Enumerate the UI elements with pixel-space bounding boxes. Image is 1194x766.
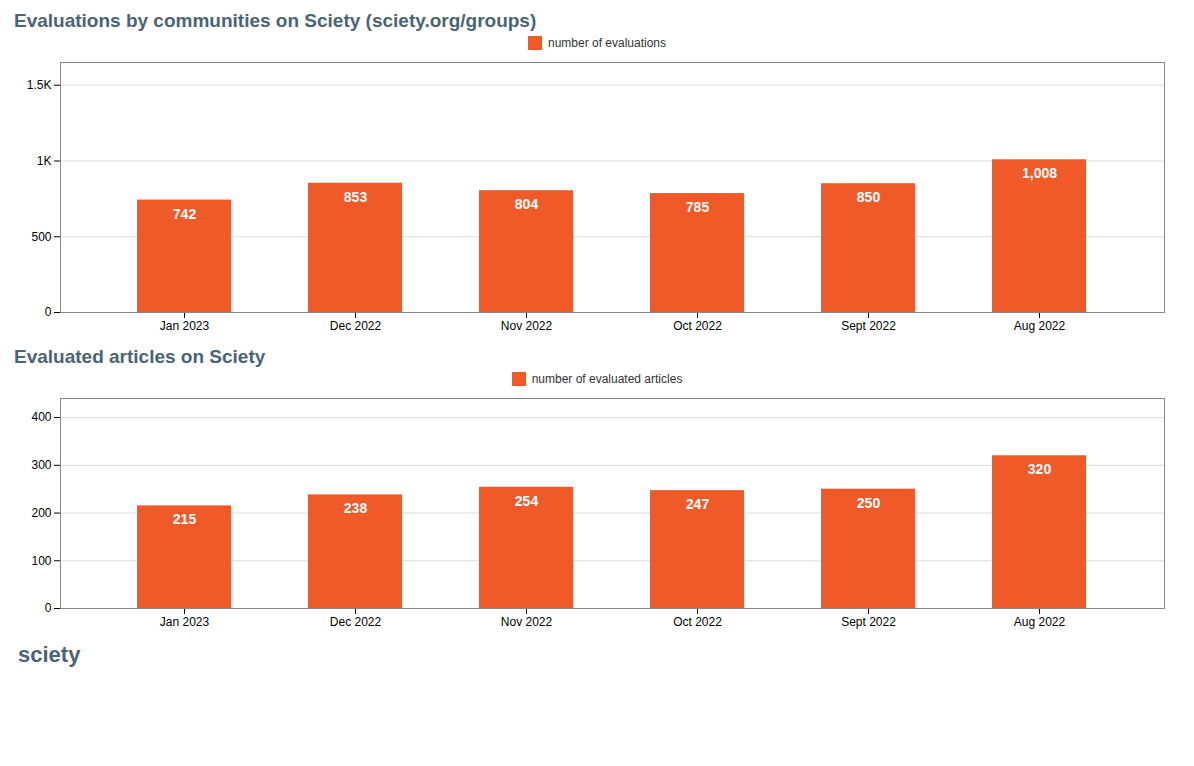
svg-text:247: 247 [686, 496, 710, 512]
svg-text:Dec 2022: Dec 2022 [330, 319, 382, 333]
svg-text:785: 785 [686, 199, 710, 215]
svg-text:238: 238 [344, 500, 368, 516]
svg-text:Dec 2022: Dec 2022 [330, 615, 382, 629]
svg-text:Oct 2022: Oct 2022 [673, 615, 722, 629]
html-text:Evaluations by communities on: Evaluations by communities on Sciety (sc… [14, 10, 537, 31]
svg-text:Oct 2022: Oct 2022 [673, 319, 722, 333]
svg-text:Nov 2022: Nov 2022 [501, 615, 553, 629]
html-text:number of evaluations: number of evaluations [548, 36, 666, 50]
svg-text:804: 804 [515, 196, 539, 212]
svg-text:Sept 2022: Sept 2022 [841, 319, 896, 333]
svg-text:254: 254 [515, 493, 539, 509]
svg-text:250: 250 [857, 495, 881, 511]
svg-text:1.5K: 1.5K [27, 78, 52, 92]
svg-text:300: 300 [31, 458, 51, 472]
html-text:sciety: sciety [18, 642, 81, 667]
svg-text:Sept 2022: Sept 2022 [841, 615, 896, 629]
svg-text:Aug 2022: Aug 2022 [1014, 319, 1066, 333]
svg-text:Jan 2023: Jan 2023 [160, 615, 210, 629]
svg-text:400: 400 [31, 410, 51, 424]
svg-text:0: 0 [45, 601, 52, 615]
html-text:number of evaluated articles: number of evaluated articles [531, 372, 683, 386]
svg-text:853: 853 [344, 189, 368, 205]
svg-text:1K: 1K [37, 154, 52, 168]
svg-text:850: 850 [857, 189, 881, 205]
svg-text:215: 215 [173, 511, 197, 527]
svg-text:200: 200 [31, 506, 51, 520]
svg-text:0: 0 [45, 305, 52, 319]
svg-text:742: 742 [173, 206, 197, 222]
svg-text:100: 100 [31, 554, 51, 568]
svg-text:320: 320 [1028, 461, 1052, 477]
svg-text:Nov 2022: Nov 2022 [501, 319, 553, 333]
svg-text:500: 500 [31, 230, 51, 244]
svg-text:1,008: 1,008 [1022, 165, 1057, 181]
svg-text:Aug 2022: Aug 2022 [1014, 615, 1066, 629]
html-text:Evaluated articles on Sciety: Evaluated articles on Sciety [14, 346, 266, 367]
svg-text:Jan 2023: Jan 2023 [160, 319, 210, 333]
